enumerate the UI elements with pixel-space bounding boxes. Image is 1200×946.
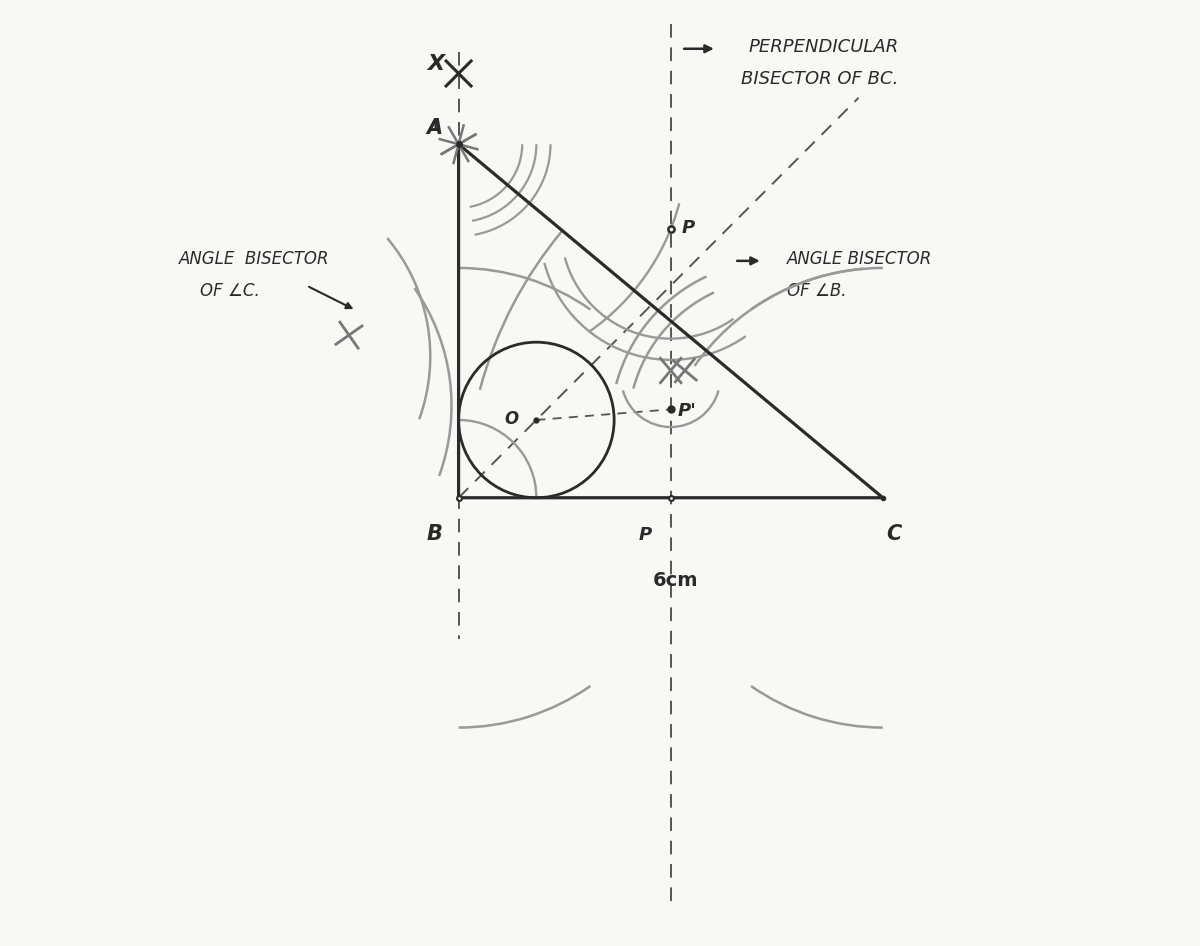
Text: O: O [504,410,518,428]
Text: P: P [638,526,652,544]
Text: B: B [427,524,443,544]
Text: ANGLE  BISECTOR: ANGLE BISECTOR [179,251,330,269]
Text: P': P' [678,402,696,420]
Text: BISECTOR OF BC.: BISECTOR OF BC. [742,70,899,88]
Text: OF ∠B.: OF ∠B. [787,282,847,300]
Text: 6cm: 6cm [653,571,698,590]
Text: A: A [427,117,443,137]
Text: PERPENDICULAR: PERPENDICULAR [749,38,899,56]
Text: OF ∠C.: OF ∠C. [200,282,260,300]
Text: C: C [887,524,901,544]
Text: 1: 1 [431,120,439,133]
Text: X: X [427,54,444,74]
Text: P: P [682,219,695,236]
Text: ANGLE BISECTOR: ANGLE BISECTOR [787,251,932,269]
